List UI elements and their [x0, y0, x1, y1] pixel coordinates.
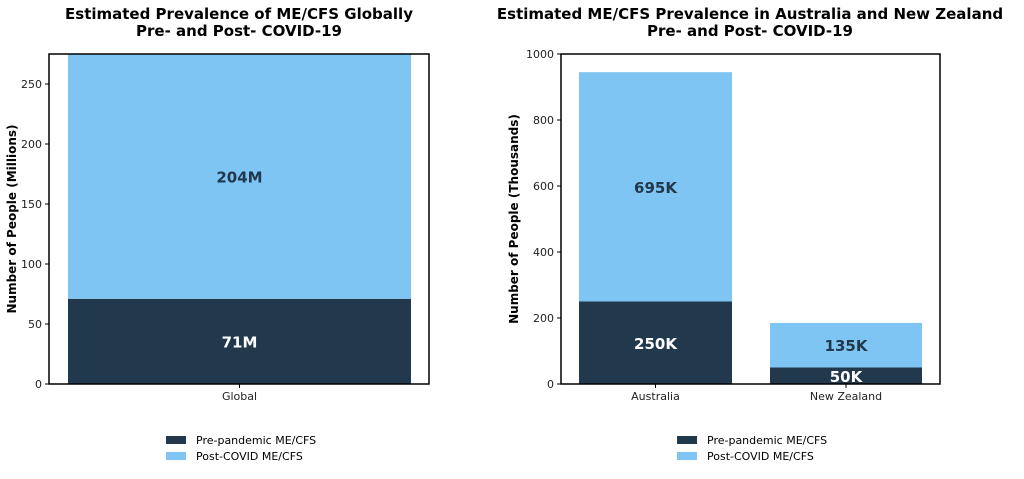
plot-frame [48, 53, 430, 385]
data-label: 71M [222, 333, 258, 351]
chart-subtitle: Pre- and Post- COVID-19 [647, 22, 853, 40]
y-tick-label: 150 [21, 198, 42, 211]
legend-label: Post-COVID ME/CFS [196, 450, 303, 463]
y-tick-label: 0 [547, 378, 554, 391]
legend-label: Pre-pandemic ME/CFS [707, 434, 827, 447]
y-axis-label: Number of People (Millions) [5, 124, 19, 313]
x-tick-label: New Zealand [810, 390, 882, 403]
y-tick-label: 1000 [526, 48, 554, 61]
chart-subtitle: Pre- and Post- COVID-19 [136, 22, 342, 40]
x-tick-label: Australia [631, 390, 680, 403]
bar-pre-pandemic-me-cfs-global [68, 298, 411, 384]
chart-title: Estimated Prevalence of ME/CFS Globally [65, 5, 413, 23]
data-label: 250K [634, 335, 678, 353]
y-tick-label: 200 [533, 312, 554, 325]
y-axis-label: Number of People (Thousands) [507, 114, 521, 324]
y-tick-label: 600 [533, 180, 554, 193]
legend-swatch [677, 436, 697, 444]
data-label: 135K [825, 337, 869, 355]
y-tick-label: 50 [28, 318, 42, 331]
bar-pre-pandemic-me-cfs-new-zealand [770, 367, 922, 384]
data-label: 204M [216, 168, 262, 186]
y-tick-label: 250 [21, 78, 42, 91]
chart-title: Estimated ME/CFS Prevalence in Australia… [497, 5, 1003, 23]
bar-pre-pandemic-me-cfs-australia [579, 301, 732, 384]
y-tick-label: 800 [533, 114, 554, 127]
bar-post-covid-me-cfs-global [68, 54, 411, 299]
y-tick-label: 0 [35, 378, 42, 391]
legend-label: Post-COVID ME/CFS [707, 450, 814, 463]
plot-frame [560, 53, 941, 385]
bar-post-covid-me-cfs-australia [579, 72, 732, 302]
bar-post-covid-me-cfs-new-zealand [770, 322, 922, 368]
legend-swatch [677, 452, 697, 460]
legend-swatch [166, 436, 186, 444]
legend-swatch [166, 452, 186, 460]
legend-label: Pre-pandemic ME/CFS [196, 434, 316, 447]
data-label: 50K [830, 368, 864, 386]
data-label: 695K [634, 179, 678, 197]
y-tick-label: 200 [21, 138, 42, 151]
y-tick-label: 400 [533, 246, 554, 259]
y-tick-label: 100 [21, 258, 42, 271]
x-tick-label: Global [222, 390, 257, 403]
